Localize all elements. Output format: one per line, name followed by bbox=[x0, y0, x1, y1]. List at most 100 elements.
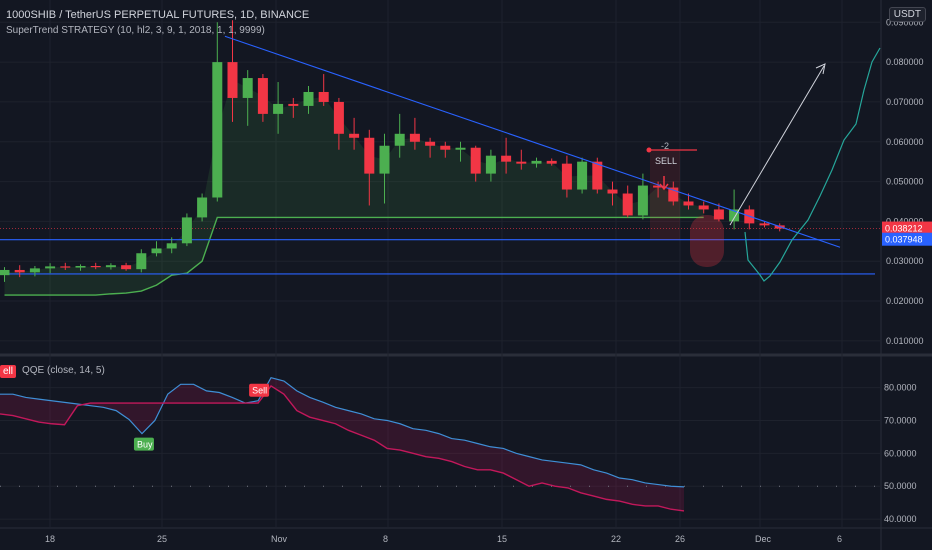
candle-body bbox=[425, 141, 436, 146]
price-tick-label: 0.060000 bbox=[886, 137, 924, 147]
price-tick-label: 0.010000 bbox=[886, 336, 924, 346]
candle-body bbox=[713, 209, 724, 220]
highlight-ellipse bbox=[690, 215, 724, 267]
candle-body bbox=[698, 205, 709, 210]
candle-body bbox=[592, 161, 603, 190]
time-axis: 18 25 Nov 8 15 22 26 Dec 6 bbox=[45, 534, 842, 544]
arrow-head-icon bbox=[815, 63, 826, 75]
candle-body bbox=[273, 103, 284, 114]
candle-body bbox=[105, 265, 116, 268]
candle-body bbox=[759, 223, 770, 226]
candle-body bbox=[409, 133, 420, 142]
qqe-legend[interactable]: QQE (close, 14, 5) bbox=[22, 365, 105, 376]
sell-label: SELL bbox=[655, 156, 677, 166]
candle-body bbox=[683, 201, 694, 206]
qqe-panel: Sell Buy bbox=[0, 377, 880, 512]
drawings: -2 SELL bbox=[224, 35, 881, 282]
qqe-tick-label: 80.0000 bbox=[884, 383, 917, 393]
candle-body bbox=[166, 243, 177, 249]
candle-body bbox=[197, 197, 208, 218]
last-price-badge bbox=[882, 221, 932, 235]
price-tick-label: 0.030000 bbox=[886, 256, 924, 266]
candle-body bbox=[333, 101, 344, 134]
candle-body bbox=[668, 187, 679, 202]
qqe-slow-line bbox=[0, 385, 685, 512]
time-tick-label: 6 bbox=[837, 534, 842, 544]
candle-body bbox=[729, 209, 740, 222]
supertrend-fill bbox=[4, 80, 704, 296]
candle-body bbox=[242, 78, 253, 98]
supertrend-line bbox=[4, 216, 704, 296]
candle-body bbox=[349, 133, 360, 138]
price-tick-label: 0.070000 bbox=[886, 97, 924, 107]
qqe-band bbox=[0, 377, 684, 511]
price-tick-label: 0.090000 bbox=[886, 17, 924, 27]
candle-body bbox=[394, 133, 405, 146]
time-tick-label: Dec bbox=[755, 534, 772, 544]
candle-body bbox=[516, 161, 527, 164]
candle-body bbox=[60, 266, 71, 268]
qqe-sell-label: Sell bbox=[252, 386, 267, 396]
qqe-axis: 80.0000 70.0000 60.0000 50.0000 40.0000 bbox=[884, 383, 917, 525]
candles bbox=[0, 20, 785, 282]
candle-body bbox=[440, 145, 451, 150]
price-tick-label: 0.080000 bbox=[886, 57, 924, 67]
sell-arrow-icon bbox=[659, 176, 669, 191]
qqe-sell-badge-left: ell bbox=[0, 365, 17, 378]
qqe-tick-label: 50.0000 bbox=[884, 481, 917, 491]
candle-body bbox=[531, 160, 542, 164]
candle-body bbox=[29, 268, 40, 273]
candle-body bbox=[637, 185, 648, 216]
candle-body bbox=[379, 145, 390, 174]
qqe-buy-badge bbox=[133, 437, 154, 451]
candle-body bbox=[577, 161, 588, 190]
candle-body bbox=[561, 163, 572, 190]
currency-button[interactable]: USDT bbox=[888, 7, 926, 22]
candle-body bbox=[257, 78, 268, 114]
price-tick-label: 0.020000 bbox=[886, 296, 924, 306]
symbol-title[interactable]: 1000SHIB / TetherUS PERPETUAL FUTURES, 1… bbox=[6, 9, 310, 21]
candle-body bbox=[470, 147, 481, 174]
price-axis: 0.090000 0.080000 0.070000 0.060000 0.050000… bbox=[882, 17, 932, 346]
qqe-tick-label: 40.0000 bbox=[884, 514, 917, 524]
qqe-tick-label: 60.0000 bbox=[884, 448, 917, 458]
candle-body bbox=[455, 147, 466, 150]
qqe-tick-label: 70.0000 bbox=[884, 415, 917, 425]
time-tick-label: Nov bbox=[271, 534, 288, 544]
candle-body bbox=[501, 155, 512, 162]
candle-body bbox=[0, 269, 10, 276]
candle-body bbox=[151, 248, 162, 254]
sell-zone bbox=[650, 150, 680, 240]
qqe-buy-label: Buy bbox=[137, 440, 153, 450]
sell-price-marker: -2 bbox=[661, 141, 669, 151]
candle-body bbox=[546, 160, 557, 164]
sell-level-dot bbox=[646, 147, 652, 153]
candle-body bbox=[318, 91, 329, 102]
candle-body bbox=[136, 253, 147, 270]
last-price-value: 0.038212 bbox=[885, 224, 923, 234]
candle-body bbox=[653, 185, 664, 188]
projected-path bbox=[744, 47, 881, 282]
candle-body bbox=[75, 265, 86, 268]
supertrend-legend[interactable]: SuperTrend STRATEGY (10, hl2, 3, 9, 1, 2… bbox=[6, 25, 265, 36]
candle-body bbox=[288, 103, 299, 106]
time-tick-label: 15 bbox=[497, 534, 507, 544]
candle-body bbox=[303, 91, 314, 106]
time-tick-label: 22 bbox=[611, 534, 621, 544]
qqe-sell-badge bbox=[249, 383, 270, 397]
qqe-fast-line bbox=[0, 377, 685, 488]
candle-body bbox=[90, 265, 101, 268]
candle-body bbox=[622, 193, 633, 216]
candle-body bbox=[121, 265, 132, 270]
supertrend-area bbox=[4, 80, 704, 296]
candle-body bbox=[45, 266, 56, 269]
candle-body bbox=[607, 189, 618, 194]
time-tick-label: 26 bbox=[675, 534, 685, 544]
candle-body bbox=[212, 62, 223, 198]
price-tick-label: 0.040000 bbox=[886, 216, 924, 226]
candle-body bbox=[14, 269, 25, 273]
supertrend-badge bbox=[882, 232, 932, 246]
time-tick-label: 25 bbox=[157, 534, 167, 544]
candle-body bbox=[227, 62, 238, 98]
